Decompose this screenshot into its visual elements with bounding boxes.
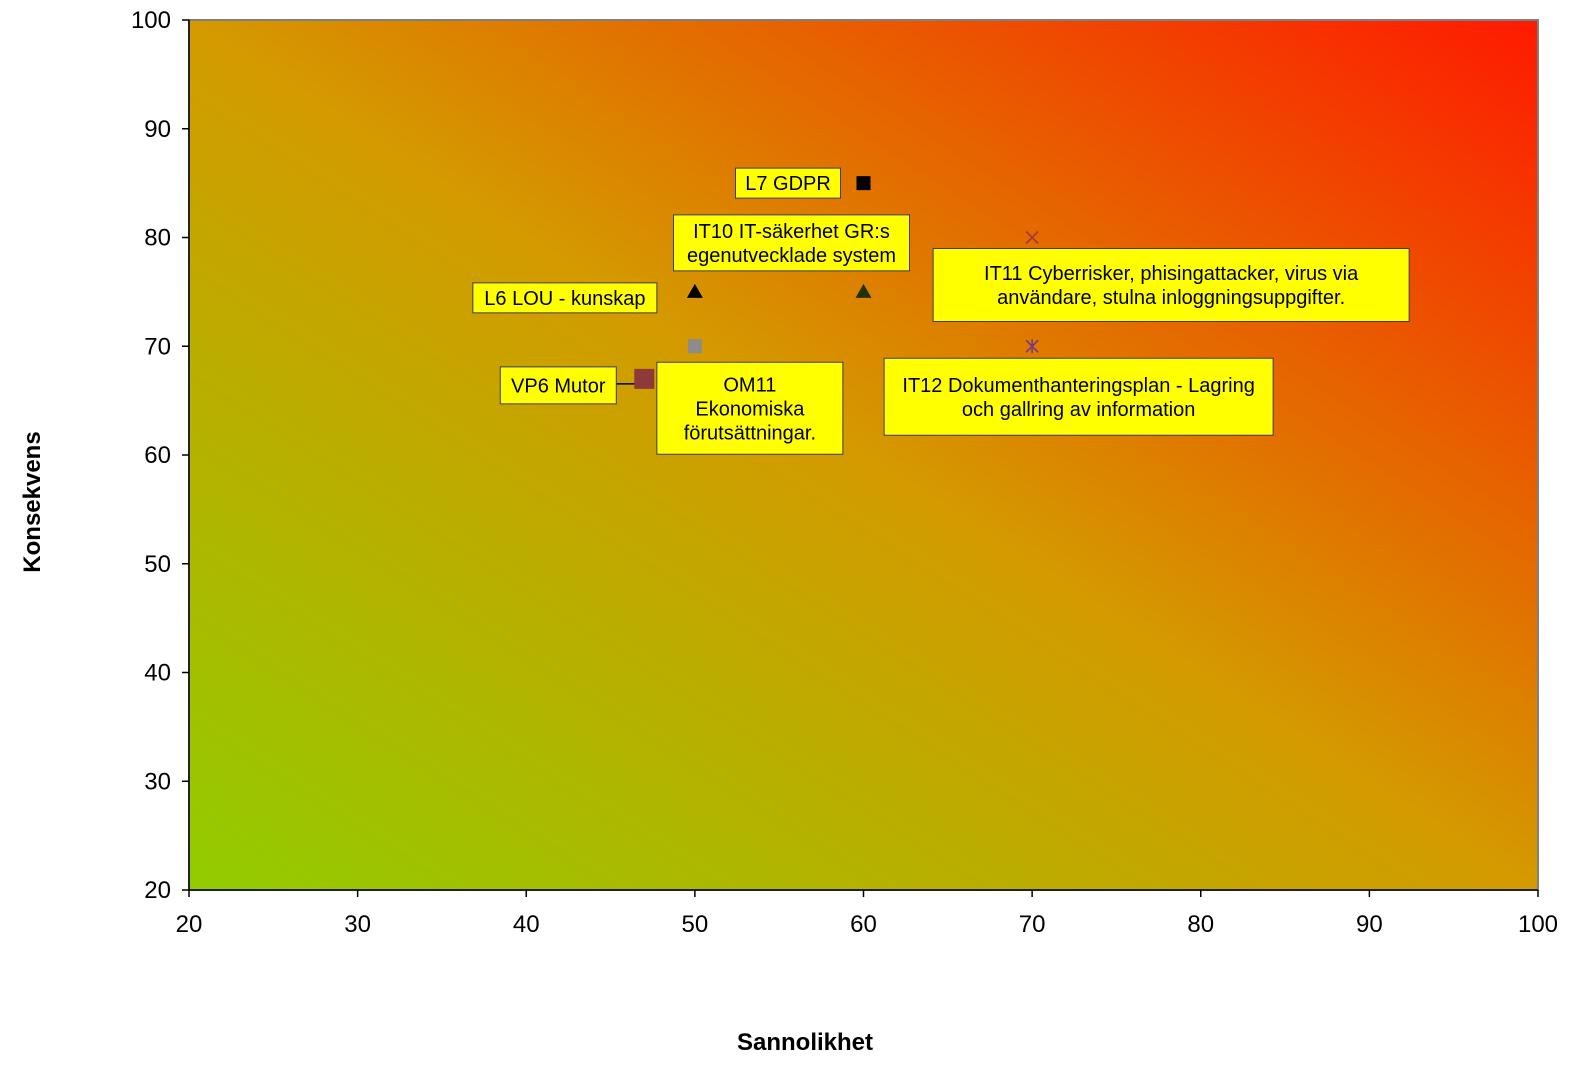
data-label-box xyxy=(673,214,910,272)
y-tick-label: 20 xyxy=(144,877,171,904)
data-label-box xyxy=(735,167,841,199)
data-point xyxy=(1025,230,1039,245)
x-tick-label: 90 xyxy=(1356,911,1383,938)
data-points xyxy=(634,176,1039,389)
x-tick-label: 80 xyxy=(1187,911,1214,938)
x-tick-label: 60 xyxy=(850,911,877,938)
data-label-box xyxy=(656,361,844,455)
plot-area xyxy=(188,19,1539,891)
y-tick-label: 90 xyxy=(144,116,171,143)
data-label-box xyxy=(883,357,1274,436)
data-label: L7 GDPR xyxy=(735,167,841,199)
y-tick-label: 100 xyxy=(131,7,171,34)
data-point xyxy=(856,176,871,191)
y-tick-label: 30 xyxy=(144,768,171,795)
data-label: VP6 Mutor xyxy=(499,366,617,405)
data-label-text: L6 LOU - kunskap xyxy=(484,288,645,310)
data-label-text: Ekonomiska xyxy=(695,398,805,420)
data-point xyxy=(687,339,702,354)
data-label-text: L7 GDPR xyxy=(745,173,831,195)
data-label-text: IT12 Dokumenthanteringsplan - Lagring xyxy=(902,375,1254,397)
y-tick-label: 70 xyxy=(144,333,171,360)
data-label-text: IT10 IT-säkerhet GR:s xyxy=(693,221,890,243)
data-point xyxy=(686,283,703,298)
y-tick-label: 60 xyxy=(144,442,171,469)
data-point xyxy=(1025,339,1039,354)
x-axis-ticks: 20 30 40 50 60 70 80 90 100 xyxy=(176,890,1558,938)
data-label-box xyxy=(932,248,1410,322)
data-label-text: egenutvecklade system xyxy=(687,245,896,267)
data-point xyxy=(634,368,655,389)
data-label-text: förutsättningar. xyxy=(684,422,816,444)
y-axis-ticks: 20 30 40 50 60 70 80 90 100 xyxy=(131,7,189,904)
y-tick-label: 50 xyxy=(144,551,171,578)
y-tick-label: 80 xyxy=(144,225,171,252)
data-label-text: VP6 Mutor xyxy=(511,375,606,397)
data-label-box xyxy=(499,366,617,405)
x-axis-title: Sannolikhet xyxy=(737,1029,873,1056)
x-tick-label: 20 xyxy=(176,911,203,938)
data-label: IT12 Dokumenthanteringsplan - Lagringoch… xyxy=(883,357,1274,436)
data-label-box xyxy=(472,282,658,314)
x-tick-label: 30 xyxy=(344,911,371,938)
y-tick-label: 40 xyxy=(144,660,171,687)
data-label-text: OM11 xyxy=(723,374,776,396)
data-label-text: IT11 Cyberrisker, phisingattacker, virus… xyxy=(984,263,1359,285)
y-axis-title: Konsekvens xyxy=(19,431,46,572)
data-label-text: användare, stulna inloggningsuppgifter. xyxy=(997,287,1345,309)
x-tick-label: 100 xyxy=(1518,911,1558,938)
x-tick-label: 70 xyxy=(1019,911,1046,938)
x-tick-label: 50 xyxy=(682,911,709,938)
x-tick-label: 40 xyxy=(513,911,540,938)
data-label: L6 LOU - kunskap xyxy=(472,282,658,314)
data-point xyxy=(855,283,872,298)
data-labels: L7 GDPR IT10 IT-säkerhet GR:segenutveckla… xyxy=(472,167,1410,455)
data-label-text: och gallring av information xyxy=(962,399,1195,421)
data-label: IT11 Cyberrisker, phisingattacker, virus… xyxy=(932,248,1410,322)
